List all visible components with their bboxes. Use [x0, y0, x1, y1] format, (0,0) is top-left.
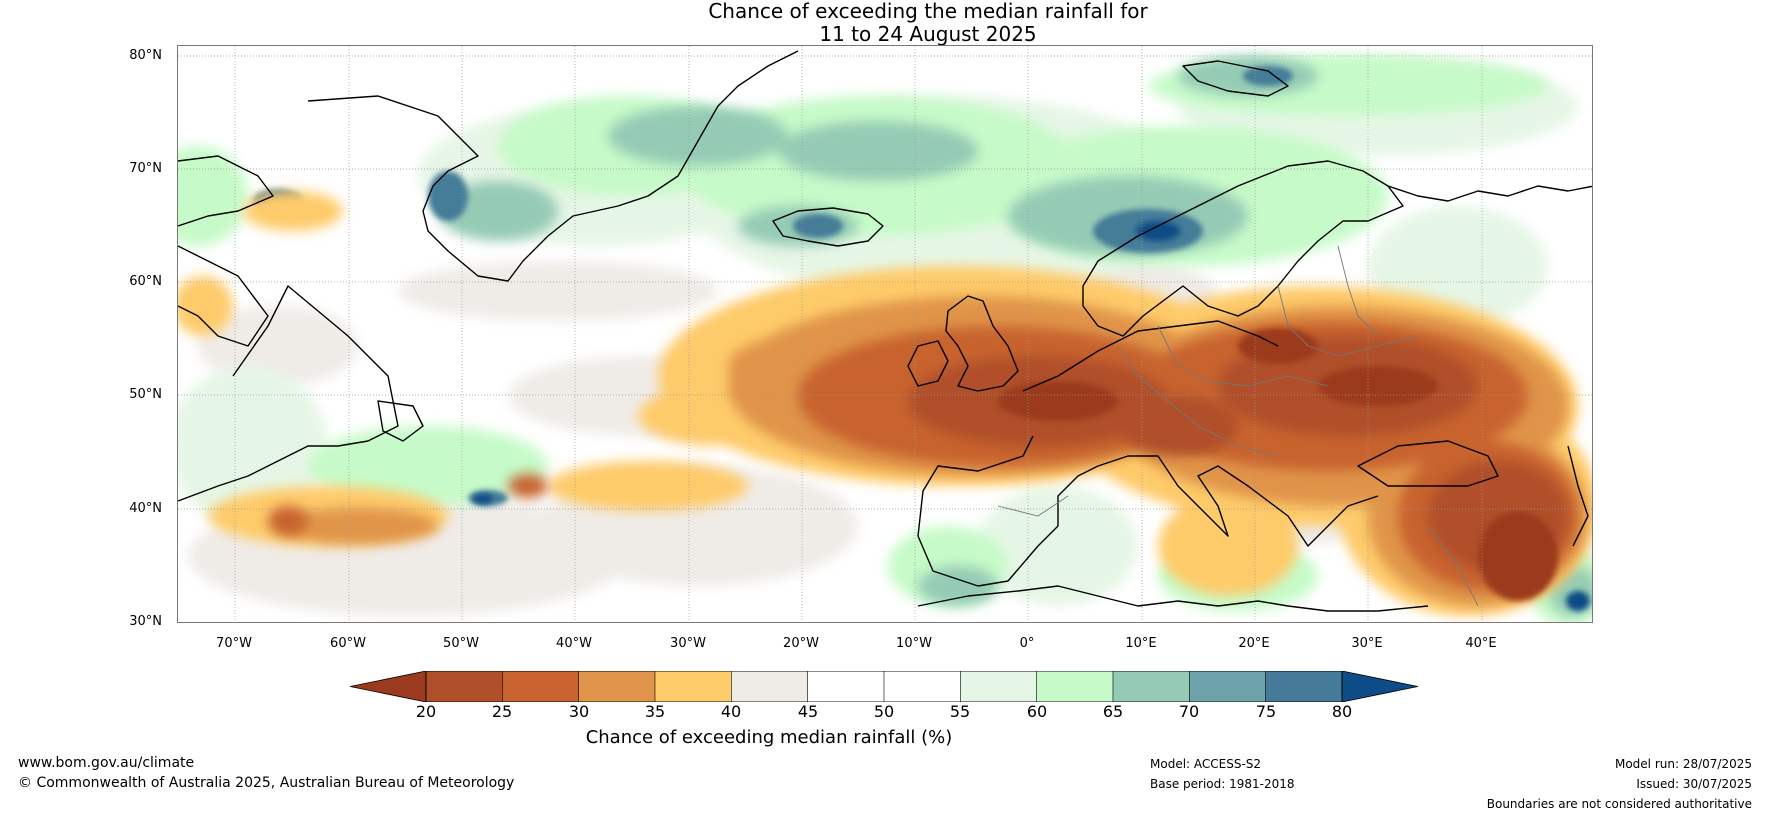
lon-label-30w: 30°W: [670, 636, 706, 651]
colorbar-tick-80: 80: [1331, 702, 1353, 721]
map-title-line2: 11 to 24 August 2025: [819, 22, 1037, 46]
lat-label-50n: 50°N: [129, 387, 162, 402]
colorbar-cell: [807, 671, 885, 702]
colorbar-cell: [1265, 671, 1343, 702]
colorbar-extend-high: [1341, 671, 1419, 702]
colorbar-tick-60: 60: [1026, 702, 1048, 721]
lon-label-40e: 40°E: [1465, 636, 1497, 651]
colorbar: [350, 671, 1419, 702]
lon-label-60w: 60°W: [330, 636, 366, 651]
colorbar-tick-25: 25: [491, 702, 513, 721]
colorbar-cell: [731, 671, 809, 702]
colorbar-extend-low: [350, 671, 427, 702]
colorbar-tick-40: 40: [720, 702, 742, 721]
colorbar-cell: [654, 671, 733, 702]
colorbar-tick-45: 45: [797, 702, 819, 721]
rainfall-map: [177, 45, 1593, 623]
footer-base-period: Base period: 1981-2018: [1150, 777, 1295, 791]
colorbar-tick-20: 20: [415, 702, 437, 721]
colorbar-tick-65: 65: [1102, 702, 1124, 721]
colorbar-tick-70: 70: [1178, 702, 1200, 721]
colorbar-tick-35: 35: [644, 702, 666, 721]
lon-label-0: 0°: [1019, 636, 1035, 651]
footer-model: Model: ACCESS-S2: [1150, 757, 1262, 771]
map-canvas: [178, 46, 1592, 622]
footer-model-run: Model run: 28/07/2025: [1614, 757, 1752, 771]
colorbar-cell: [960, 671, 1038, 702]
colorbar-cell: [1112, 671, 1191, 702]
footer-copyright: © Commonwealth of Australia 2025, Austra…: [18, 775, 515, 791]
colorbar-tick-30: 30: [568, 702, 590, 721]
lon-label-40w: 40°W: [556, 636, 592, 651]
lat-label-40n: 40°N: [129, 501, 162, 516]
colorbar-tick-75: 75: [1255, 702, 1277, 721]
lat-label-80n: 80°N: [129, 48, 162, 63]
lat-label-60n: 60°N: [129, 274, 162, 289]
lon-label-20w: 20°W: [783, 636, 819, 651]
footer-disclaimer: Boundaries are not considered authoritat…: [1486, 797, 1752, 811]
lon-label-10w: 10°W: [896, 636, 932, 651]
colorbar-cell: [425, 671, 504, 702]
lon-label-10e: 10°E: [1125, 636, 1157, 651]
colorbar-cell: [1188, 671, 1267, 702]
footer-website: www.bom.gov.au/climate: [18, 755, 195, 771]
coastlines: [178, 50, 1592, 612]
colorbar-cell: [1036, 671, 1114, 702]
lon-label-70w: 70°W: [216, 636, 252, 651]
graticule: [178, 46, 1592, 622]
colorbar-cell: [502, 671, 580, 702]
map-title-line1: Chance of exceeding the median rainfall …: [708, 0, 1148, 23]
colorbar-tick-55: 55: [949, 702, 971, 721]
lon-label-50w: 50°W: [443, 636, 479, 651]
lat-label-30n: 30°N: [129, 614, 162, 629]
lon-label-30e: 30°E: [1351, 636, 1383, 651]
colorbar-tick-50: 50: [873, 702, 895, 721]
colorbar-title: Chance of exceeding median rainfall (%): [585, 727, 953, 748]
lat-label-70n: 70°N: [129, 161, 162, 176]
footer-issued: Issued: 30/07/2025: [1636, 777, 1752, 791]
colorbar-cell: [883, 671, 962, 702]
colorbar-cell: [578, 671, 656, 702]
lon-label-20e: 20°E: [1238, 636, 1270, 651]
country-borders: [997, 245, 1479, 607]
